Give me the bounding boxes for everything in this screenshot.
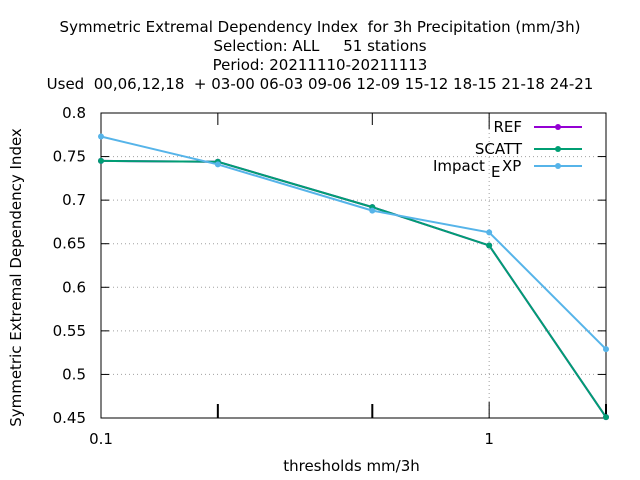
y-tick-label: 0.55	[53, 322, 86, 340]
data-point-impact_exp	[486, 229, 493, 236]
legend-label-scatt: SCATT	[475, 140, 523, 158]
data-point-scatt	[98, 157, 104, 164]
data-point-impact_exp	[98, 133, 104, 140]
series-line-scatt	[100, 159, 607, 418]
chart-title: Symmetric Extremal Dependency Index for …	[59, 18, 581, 36]
plot-frame	[100, 112, 607, 419]
series-line-ref	[100, 159, 607, 418]
data-point-impact_exp	[603, 346, 609, 353]
data-point-scatt	[486, 242, 493, 249]
y-tick-label: 0.65	[53, 235, 86, 253]
legend-label-impact-main: Impact	[433, 157, 485, 175]
y-tick-label: 0.5	[62, 365, 86, 383]
series-line-impact_exp	[100, 135, 607, 350]
period-line: Period: 20211110-20211113	[212, 56, 428, 74]
data-point-impact_exp	[369, 207, 376, 214]
x-tick-label: 0.1	[89, 430, 113, 448]
y-tick-label: 0.7	[62, 191, 86, 209]
y-tick-label: 0.8	[62, 104, 86, 122]
y-axis-label: Symmetric Extremal Dependency Index	[7, 128, 25, 427]
data-point-scatt	[603, 414, 609, 421]
y-tick-label: 0.6	[62, 278, 86, 296]
legend-label-impact-tail: XP	[502, 157, 521, 175]
data-point-impact_exp	[214, 161, 221, 168]
x-axis-label: thresholds mm/3h	[283, 457, 420, 475]
x-tick-label: 1	[484, 430, 494, 448]
legend-marker-scatt	[555, 146, 561, 152]
legend-label-impact-sub: E	[491, 163, 500, 181]
y-tick-label: 0.75	[53, 148, 86, 166]
legend-marker-impact_exp	[555, 163, 561, 169]
selection-line: Selection: ALL 51 stations	[213, 37, 427, 55]
legend-marker-ref	[555, 124, 561, 130]
legend-label-ref: REF	[493, 118, 522, 136]
used-line: Used 00,06,12,18 + 03-00 06-03 09-06 12-…	[46, 75, 594, 93]
y-tick-label: 0.45	[53, 409, 86, 427]
